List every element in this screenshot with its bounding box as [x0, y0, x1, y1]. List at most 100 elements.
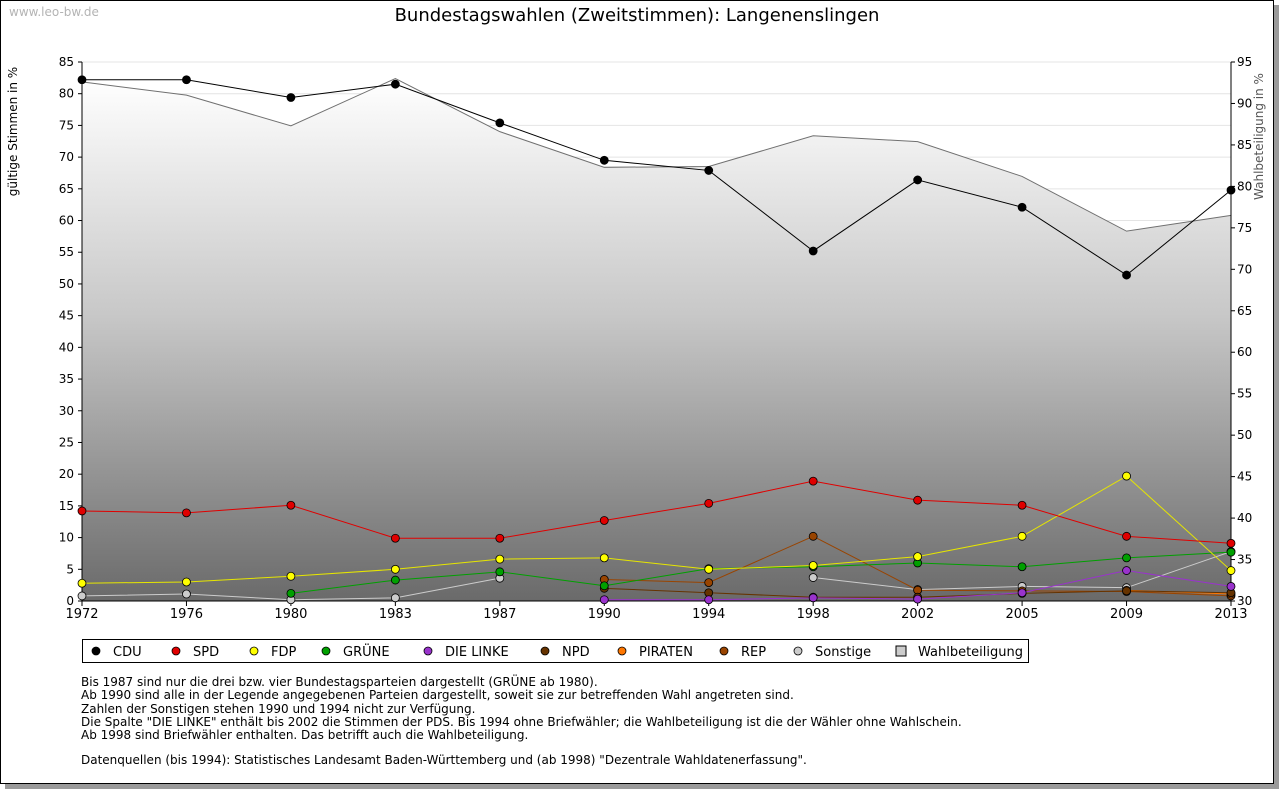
y2-tick-label: 40 — [1237, 511, 1252, 525]
watermark: www.leo-bw.de — [9, 5, 99, 19]
turnout-area — [82, 78, 1231, 602]
y2-tick-label: 80 — [1237, 179, 1252, 193]
y2-tick-label: 95 — [1237, 55, 1252, 69]
y2-tick-label: 35 — [1237, 553, 1252, 567]
legend-marker — [719, 646, 729, 656]
legend-label: SPD — [193, 645, 219, 660]
data-point-spd — [1122, 531, 1131, 541]
chart-title: Bundestagswahlen (Zweitstimmen): Langene… — [394, 5, 880, 26]
data-point-rep — [808, 531, 818, 541]
x-tick-label: 1980 — [274, 607, 307, 622]
y-tick-label: 45 — [59, 309, 74, 323]
legend-marker — [321, 646, 331, 656]
data-point-cdu — [286, 93, 296, 102]
y2-tick-label: 50 — [1237, 428, 1252, 442]
notes: Bis 1987 sind nur die drei bzw. vier Bun… — [81, 675, 962, 743]
y2-tick-label: 90 — [1237, 96, 1252, 110]
y-tick-label: 65 — [59, 182, 74, 196]
y2-tick-label: 55 — [1237, 387, 1252, 401]
data-point-grüne — [495, 567, 505, 577]
legend-marker — [540, 646, 550, 656]
data-point-die-linke — [704, 595, 714, 605]
y2-tick-label: 45 — [1237, 470, 1252, 484]
x-tick-label: 1987 — [483, 607, 516, 622]
data-point-spd — [913, 495, 923, 505]
data-point-cdu — [704, 166, 714, 175]
data-point-grüne — [1226, 547, 1236, 557]
x-tick-label: 1990 — [588, 607, 621, 622]
data-point-fdp — [808, 561, 818, 570]
y-tick-label: 80 — [59, 87, 74, 101]
legend-marker — [171, 646, 181, 656]
data-point-cdu — [1017, 202, 1027, 212]
data-point-spd — [286, 500, 296, 510]
source-note: Datenquellen (bis 1994): Statistisches L… — [81, 753, 807, 767]
data-point-fdp — [1017, 531, 1027, 541]
y-tick-label: 25 — [59, 435, 74, 449]
x-tick-label: 2005 — [1006, 607, 1039, 622]
y-tick-label: 10 — [59, 531, 74, 545]
y-tick-label: 15 — [59, 499, 74, 513]
data-point-cdu — [808, 246, 818, 256]
data-point-die-linke — [599, 595, 609, 605]
data-point-cdu — [495, 118, 505, 128]
data-point-rep — [704, 578, 714, 588]
legend-label: FDP — [271, 645, 296, 660]
data-point-die-linke — [1226, 582, 1236, 591]
data-point-die-linke — [1017, 588, 1027, 598]
legend-marker — [91, 646, 101, 656]
y-tick-label: 85 — [59, 55, 74, 69]
data-point-die-linke — [913, 594, 923, 604]
y-tick-label: 55 — [59, 245, 74, 259]
y-tick-label: 30 — [59, 404, 74, 418]
y-tick-label: 0 — [66, 594, 74, 608]
data-point-cdu — [77, 75, 87, 85]
data-point-sonstige — [390, 593, 400, 603]
data-point-spd — [1017, 500, 1027, 510]
data-point-grüne — [286, 588, 296, 598]
series-line-spd — [81, 480, 1232, 544]
data-point-sonstige — [182, 589, 191, 599]
data-point-die-linke — [1122, 566, 1131, 575]
data-point-fdp — [913, 552, 923, 562]
note-line: Zahlen der Sonstigen stehen 1990 und 199… — [81, 701, 476, 716]
note-line: Ab 1990 sind alle in der Legende angegeb… — [81, 688, 794, 703]
legend-label: DIE LINKE — [445, 645, 509, 660]
data-point-fdp — [390, 564, 400, 574]
legend-label: REP — [741, 645, 766, 660]
data-point-grüne — [599, 581, 609, 591]
legend-marker — [423, 646, 433, 656]
legend-label: GRÜNE — [343, 643, 390, 660]
legend-marker — [249, 646, 259, 656]
data-point-fdp — [704, 564, 714, 574]
x-tick-label: 2013 — [1214, 607, 1247, 622]
y2-tick-label: 65 — [1237, 304, 1252, 318]
series-line-fdp — [81, 475, 1232, 584]
data-point-spd — [704, 498, 714, 508]
y-tick-label: 20 — [59, 467, 74, 481]
data-point-cdu — [1122, 270, 1131, 280]
data-point-spd — [1226, 538, 1236, 548]
data-point-cdu — [1226, 185, 1236, 195]
data-point-spd — [808, 476, 818, 486]
y-axis-title: gültige Stimmen in % — [6, 67, 20, 196]
data-point-fdp — [495, 554, 505, 564]
turnout-line — [81, 78, 1232, 232]
x-tick-label: 2009 — [1110, 607, 1143, 622]
note-line: Ab 1998 sind Briefwähler enthalten. Das … — [81, 728, 529, 743]
data-point-sonstige — [808, 573, 818, 582]
data-point-cdu — [390, 79, 400, 89]
y-tick-label: 35 — [59, 372, 74, 386]
data-point-npd — [1122, 586, 1131, 596]
x-tick-label: 1976 — [170, 607, 203, 622]
data-point-die-linke — [808, 593, 818, 603]
data-point-fdp — [77, 578, 87, 588]
data-point-spd — [495, 533, 505, 543]
legend-label: NPD — [562, 645, 590, 660]
data-point-cdu — [913, 175, 923, 185]
data-point-spd — [182, 508, 191, 518]
y2-axis-title: Wahlbeteiligung in % — [1252, 73, 1266, 200]
data-point-spd — [77, 506, 87, 516]
y2-tick-label: 30 — [1237, 594, 1252, 608]
